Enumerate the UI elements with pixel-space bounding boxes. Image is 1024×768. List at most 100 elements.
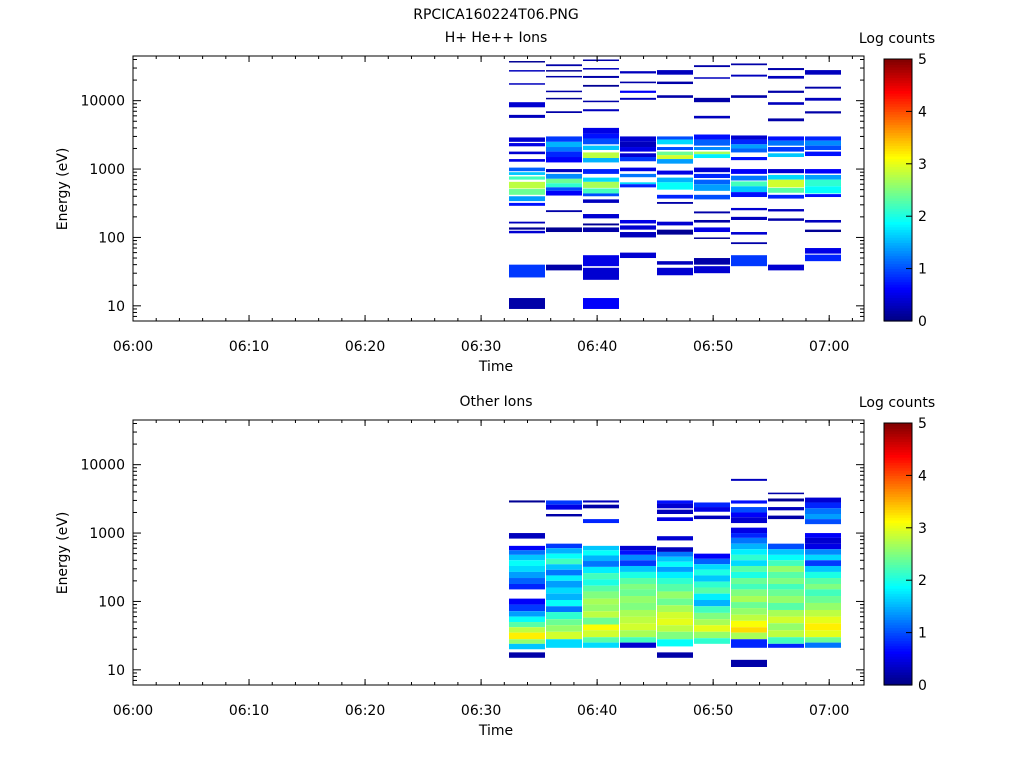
heatmap-cell <box>694 134 730 140</box>
heatmap-cell <box>620 596 656 603</box>
heatmap-cell <box>657 547 693 552</box>
heatmap-cell <box>731 602 767 609</box>
heatmap-cell <box>583 75 619 78</box>
x-tick-label: 06:20 <box>345 703 385 719</box>
heatmap-cell <box>768 492 804 495</box>
heatmap-cell <box>583 169 619 174</box>
heatmap-cell <box>583 611 619 618</box>
heatmap-cell <box>768 498 804 502</box>
heatmap-cell <box>731 216 767 220</box>
heatmap-cell <box>731 144 767 149</box>
heatmap-cell <box>768 264 804 271</box>
heatmap-cell <box>731 157 767 161</box>
heatmap-cell <box>768 218 804 221</box>
colorbar-tick-label: 1 <box>918 262 927 278</box>
heatmap-cell <box>583 624 619 631</box>
heatmap-cell <box>546 500 582 505</box>
heatmap-cell <box>805 637 841 643</box>
heatmap-cell <box>731 95 767 98</box>
heatmap-cell <box>546 569 582 576</box>
heatmap-cell <box>509 114 545 118</box>
x-tick-label: 06:40 <box>577 703 617 719</box>
heatmap-cell <box>657 566 693 572</box>
heatmap-cell <box>657 551 693 557</box>
heatmap-cell <box>657 170 693 175</box>
heatmap-cell <box>620 623 656 631</box>
heatmap-cell <box>657 182 693 190</box>
heatmap-cell <box>546 612 582 620</box>
heatmap-cell <box>731 148 767 153</box>
heatmap-cell <box>546 141 582 148</box>
x-tick-label: 07:00 <box>809 703 849 719</box>
heatmap-cell <box>768 153 804 158</box>
figure-title: RPCICA160224T06.PNG <box>413 7 578 23</box>
y-tick-label: 10000 <box>80 458 125 474</box>
heatmap-cell <box>546 227 582 233</box>
heatmap-cell <box>620 583 656 590</box>
heatmap-cell <box>583 500 619 503</box>
heatmap-cell <box>694 515 730 520</box>
heatmap-cell <box>583 214 619 219</box>
x-tick-label: 06:30 <box>461 339 501 355</box>
heatmap-cell <box>805 578 841 584</box>
colorbar-tick-label: 1 <box>918 626 927 642</box>
heatmap-cell <box>583 227 619 233</box>
heatmap-cell <box>805 254 841 262</box>
heatmap-cell <box>583 199 619 203</box>
panel-2-ylabel: Energy (eV) <box>55 512 71 595</box>
heatmap-cell <box>805 174 841 180</box>
heatmap-cell <box>546 151 582 158</box>
heatmap-cell <box>805 616 841 624</box>
heatmap-cell <box>583 100 619 103</box>
heatmap-cell <box>546 639 582 648</box>
heatmap-cell <box>509 632 545 640</box>
heatmap-cell <box>731 63 767 66</box>
heatmap-cell <box>657 221 693 226</box>
heatmap-cell <box>546 504 582 510</box>
heatmap-cell <box>509 298 545 309</box>
panel-h-he-ions: H+ He++ Ions 06:00 06:10 06:20 06:30 06:40 06… <box>55 30 935 375</box>
heatmap-cell <box>583 591 619 599</box>
heatmap-cell <box>805 248 841 254</box>
heatmap-cell <box>620 136 656 142</box>
heatmap-cell <box>694 179 730 185</box>
heatmap-cell <box>620 153 656 158</box>
heatmap-cell <box>509 176 545 180</box>
heatmap-cell <box>805 502 841 509</box>
heatmap-cell <box>583 504 619 509</box>
heatmap-cell <box>805 97 841 101</box>
colorbar-tick-label: 3 <box>918 157 927 173</box>
heatmap-cell <box>694 173 730 178</box>
heatmap-cell <box>620 637 656 643</box>
heatmap-cell <box>509 604 545 612</box>
heatmap-cell <box>620 71 656 74</box>
heatmap-cell <box>731 543 767 550</box>
heatmap-cell <box>805 537 841 544</box>
heatmap-cell <box>583 177 619 182</box>
heatmap-cell <box>694 97 730 103</box>
heatmap-cell <box>694 625 730 632</box>
heatmap-cell <box>805 140 841 146</box>
heatmap-cell <box>546 593 582 600</box>
heatmap-cell <box>583 604 619 612</box>
y-tick-label: 10 <box>107 663 125 679</box>
heatmap-cell <box>583 561 619 567</box>
heatmap-cell <box>620 157 656 162</box>
heatmap-cell <box>583 566 619 574</box>
heatmap-cell <box>731 549 767 555</box>
heatmap-cell <box>805 194 841 198</box>
heatmap-cell <box>583 255 619 267</box>
heatmap-cell <box>509 159 545 162</box>
heatmap-cell <box>583 555 619 562</box>
heatmap-cell <box>731 560 767 566</box>
heatmap-cell <box>805 70 841 75</box>
panel-1-ylabel: Energy (eV) <box>55 148 71 231</box>
heatmap-cell <box>768 623 804 631</box>
heatmap-cell <box>694 612 730 620</box>
heatmap-cell <box>805 513 841 520</box>
heatmap-cell <box>509 560 545 566</box>
heatmap-cell <box>694 167 730 173</box>
heatmap-cell <box>805 169 841 174</box>
heatmap-cell <box>583 68 619 70</box>
y-tick-label: 1000 <box>89 526 125 542</box>
